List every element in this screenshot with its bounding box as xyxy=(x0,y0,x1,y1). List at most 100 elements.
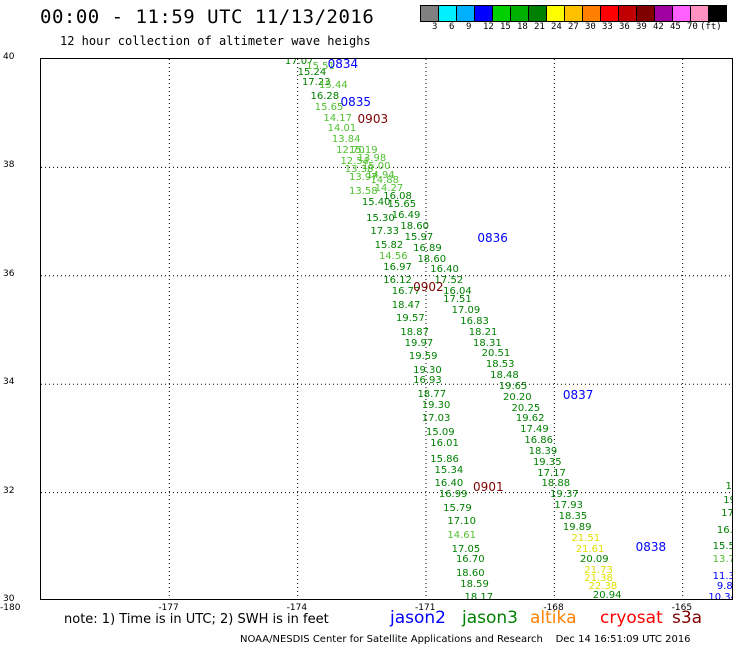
color-swatch xyxy=(420,5,439,22)
wave-height-value: 14.56 xyxy=(378,250,408,262)
color-scale-label: 70 xyxy=(687,22,698,32)
pass-time-label: 0901 xyxy=(473,480,504,495)
pass-time-label: 0835 xyxy=(340,95,371,110)
wave-height-value: 15.09 xyxy=(426,426,455,438)
map-plot-area: 17.07 15.24 17.23 16.28 15.65 14.17 14.01 13.84… xyxy=(40,58,733,600)
grid-lines xyxy=(41,59,732,599)
pass-time-label: 0903 xyxy=(357,111,389,126)
wave-height-value: 17.07 xyxy=(284,58,314,67)
wave-height-value: 17.51 xyxy=(443,294,472,306)
color-scale-label: 36 xyxy=(619,22,630,32)
wave-height-value: 18.21 xyxy=(468,326,498,338)
wave-height-value: 16.01 xyxy=(430,437,459,449)
color-swatch xyxy=(618,5,637,22)
wave-height-value: 15.79 xyxy=(443,502,472,514)
legend-jason3: jason3 xyxy=(462,608,518,628)
wave-height-value: 16.83 xyxy=(460,315,489,327)
latitude-label: 30 xyxy=(3,594,15,604)
wave-height-value: 15.19 xyxy=(349,145,378,157)
wave-height-value: 19.37 xyxy=(550,489,579,501)
wave-height-value: 15.24 xyxy=(297,66,327,78)
longitude-label: -180 xyxy=(0,603,21,613)
wave-height-value: 10.34 xyxy=(708,592,732,600)
wave-height-value: 22.38 xyxy=(588,581,618,593)
wave-height-value: 16.86 xyxy=(524,435,554,447)
wave-height-value: 13.7 xyxy=(712,554,733,566)
wave-height-value: 16.40 xyxy=(430,264,459,276)
color-swatch xyxy=(456,5,475,22)
longitude-label: -165 xyxy=(671,603,693,613)
wave-height-value: 18.47 xyxy=(391,299,421,311)
color-scale-label: (ft) xyxy=(700,22,722,32)
wave-height-value: 16.93 xyxy=(413,375,442,387)
wave-height-value: 19.30 xyxy=(421,399,451,411)
wave-height-value: 17.05 xyxy=(451,543,481,555)
wave-height-value: 15.51 xyxy=(306,61,335,73)
wave-height-value: 19.57 xyxy=(396,313,425,325)
color-swatch xyxy=(600,5,619,22)
wave-height-value: 18.60 xyxy=(455,567,485,579)
color-scale-label: 9 xyxy=(466,22,472,32)
wave-height-value: 18.59 xyxy=(460,578,489,590)
color-scale-label: 12 xyxy=(483,22,494,32)
color-scale-label: 27 xyxy=(568,22,579,32)
color-scale-labels: 3 6 9 12 15 18 21 24 27 30 33 36 39 42 45 70 (ft) xyxy=(420,22,740,36)
wave-height-value: 19.62 xyxy=(515,413,545,425)
wave-height-value: 16.99 xyxy=(438,489,468,501)
wave-height-value: 19.97 xyxy=(404,337,434,349)
color-scale-label: 21 xyxy=(534,22,545,32)
wave-height-value: 18.39 xyxy=(528,445,558,457)
color-scale-label: 42 xyxy=(653,22,664,32)
latitude-label: 32 xyxy=(3,485,15,496)
longitude-label: -174 xyxy=(286,603,308,613)
wave-height-value: 21.73 xyxy=(584,565,613,577)
color-swatch xyxy=(528,5,547,22)
color-scale xyxy=(420,5,727,22)
wave-height-value: 16. xyxy=(716,524,733,536)
longitude-label: -168 xyxy=(543,603,564,613)
wave-height-value: 16.40 xyxy=(434,478,464,490)
wave-height-value: 20.20 xyxy=(503,391,532,403)
color-swatch xyxy=(636,5,655,22)
pass-time-label: 0902 xyxy=(413,279,444,294)
wave-height-value: 14.94 xyxy=(366,169,395,181)
wave-height-value: 16.12 xyxy=(383,275,412,287)
wave-height-value: 16.77 xyxy=(391,286,421,298)
wave-height-value: 18.60 xyxy=(400,221,429,233)
wave-height-value: 18.60 xyxy=(417,253,447,265)
wave-height-value: 14.27 xyxy=(374,183,404,195)
longitude-label: -177 xyxy=(158,603,179,613)
wave-height-value: 18.17 xyxy=(464,592,494,600)
wave-height-value: 19 xyxy=(723,494,732,506)
wave-height-value: 17.03 xyxy=(421,413,451,425)
wave-height-value: 21.51 xyxy=(571,532,601,544)
wave-height-value: 14.01 xyxy=(327,123,357,135)
wave-height-value: 18.77 xyxy=(417,389,447,401)
wave-height-value: 13.84 xyxy=(331,134,361,146)
map-subtitle: 12 hour collection of altimeter wave hei… xyxy=(60,34,371,48)
pass-time-label: 0900 xyxy=(516,599,547,600)
wave-height-value: 13.58 xyxy=(349,185,378,197)
color-scale-label: 15 xyxy=(500,22,511,32)
wave-height-value: 17.52 xyxy=(434,275,464,287)
wave-height-value: 19.35 xyxy=(532,456,562,468)
wave-height-value: 18.53 xyxy=(485,359,515,371)
wave-height-value: 17.17 xyxy=(537,467,566,479)
wave-height-value: 17 xyxy=(721,508,733,520)
latitude-label: 34 xyxy=(3,377,15,388)
wave-height-value: 11.32 xyxy=(712,570,732,582)
wave-height-value: 15.65 xyxy=(314,101,344,113)
wave-height-value: 21.38 xyxy=(584,573,613,585)
wave-height-value: 12.54 xyxy=(340,155,370,167)
wave-height-value: 15.65 xyxy=(387,199,417,211)
color-scale-label: 24 xyxy=(551,22,562,32)
pass-time-label: 0836 xyxy=(477,230,508,245)
color-swatch xyxy=(582,5,601,22)
footer-note: note: 1) Time is in UTC; 2) SWH is in fe… xyxy=(64,612,329,627)
color-scale-label: 33 xyxy=(602,22,613,32)
color-swatch xyxy=(672,5,691,22)
wave-height-value: 17.93 xyxy=(554,500,583,512)
wave-height-value: 18.48 xyxy=(490,370,519,382)
wave-height-value: 20.51 xyxy=(481,348,511,360)
footer-credit: NOAA/NESDIS Center for Satellite Applica… xyxy=(240,634,691,645)
